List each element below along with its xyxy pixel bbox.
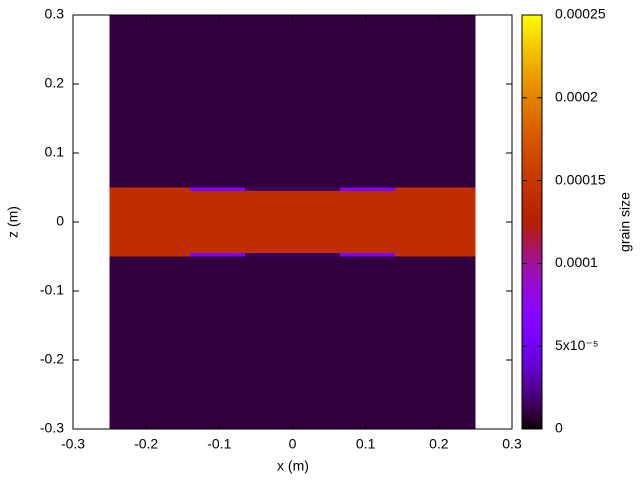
heatmap-cell — [190, 253, 245, 257]
y-axis-label: z (m) — [5, 206, 21, 238]
x-tick-label: -0.1 — [207, 436, 231, 452]
x-tick-label: -0.3 — [61, 436, 85, 452]
colorbar-tick-label: 0 — [555, 420, 563, 436]
y-tick-label: -0.2 — [40, 351, 64, 367]
x-tick-label: -0.2 — [134, 436, 158, 452]
colorbar-tick-label: 5x10⁻⁵ — [555, 337, 599, 353]
y-tick-label: 0.1 — [45, 144, 65, 160]
heatmap-cell — [340, 187, 395, 191]
y-tick-label: 0.2 — [45, 75, 65, 91]
y-tick-label: -0.3 — [40, 420, 64, 436]
x-tick-label: 0 — [289, 436, 297, 452]
heatmap-cell — [340, 253, 395, 257]
colorbar-label: grain size — [617, 192, 633, 252]
heatmap-cell — [244, 187, 341, 191]
heatmap-cell — [244, 253, 341, 257]
colorbar — [521, 14, 543, 430]
colorbar-tick-label: 0.0002 — [555, 89, 598, 105]
y-tick-label: -0.1 — [40, 282, 64, 298]
heatmap-cell — [190, 187, 245, 191]
y-tick-label: 0.3 — [45, 6, 65, 22]
x-tick-label: 0.1 — [356, 436, 376, 452]
colorbar-tick-label: 0.0001 — [555, 254, 598, 270]
x-tick-label: 0.2 — [429, 436, 449, 452]
heatmap-cell — [109, 187, 476, 257]
x-axis-label: x (m) — [277, 458, 309, 474]
y-tick-label: 0 — [56, 213, 64, 229]
x-tick-label: 0.3 — [502, 436, 522, 452]
colorbar-tick-label: 0.00015 — [555, 171, 606, 187]
colorbar-tick-label: 0.00025 — [555, 6, 606, 22]
